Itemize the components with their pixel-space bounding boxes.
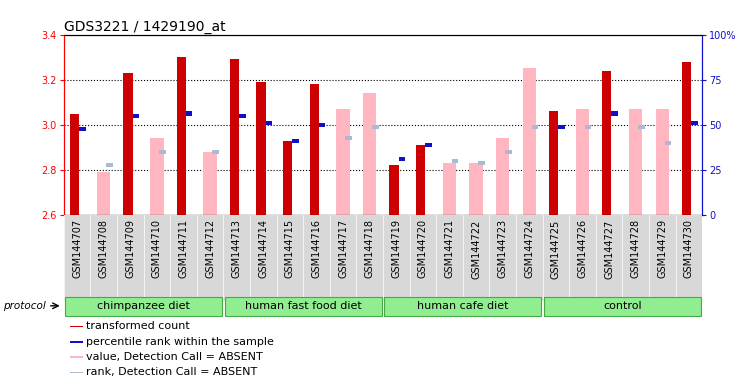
Text: GSM144720: GSM144720 xyxy=(418,219,428,278)
Bar xyxy=(97,172,110,215)
Text: GSM144725: GSM144725 xyxy=(551,219,561,279)
Bar xyxy=(106,163,113,167)
Text: GSM144730: GSM144730 xyxy=(684,219,694,278)
Bar xyxy=(691,121,698,124)
Bar xyxy=(292,139,299,142)
Bar xyxy=(239,114,246,118)
FancyBboxPatch shape xyxy=(544,297,701,316)
Text: GSM144715: GSM144715 xyxy=(285,219,295,278)
Text: GSM144728: GSM144728 xyxy=(631,219,641,278)
Text: GSM144716: GSM144716 xyxy=(312,219,321,278)
Bar xyxy=(176,57,185,215)
Bar xyxy=(452,159,458,163)
Bar xyxy=(549,111,558,215)
Bar xyxy=(523,68,536,215)
Text: GSM144719: GSM144719 xyxy=(391,219,401,278)
FancyBboxPatch shape xyxy=(385,297,541,316)
Text: GDS3221 / 1429190_at: GDS3221 / 1429190_at xyxy=(64,20,225,33)
Bar xyxy=(283,141,292,215)
Bar xyxy=(204,152,217,215)
Bar xyxy=(611,111,618,116)
Bar xyxy=(629,109,642,215)
Bar xyxy=(80,127,86,131)
Bar xyxy=(469,163,483,215)
Bar xyxy=(443,163,456,215)
Bar xyxy=(416,145,425,215)
Text: protocol: protocol xyxy=(3,301,46,311)
Bar xyxy=(230,60,239,215)
Text: GSM144727: GSM144727 xyxy=(604,219,614,279)
Bar xyxy=(71,341,83,343)
Bar xyxy=(638,125,644,129)
Bar xyxy=(213,150,219,154)
Bar xyxy=(133,114,139,118)
Text: GSM144726: GSM144726 xyxy=(578,219,587,278)
Text: GSM144721: GSM144721 xyxy=(445,219,454,278)
Text: GSM144718: GSM144718 xyxy=(365,219,375,278)
Bar xyxy=(585,125,591,129)
Bar xyxy=(656,109,669,215)
Bar xyxy=(159,150,166,154)
Text: GSM144723: GSM144723 xyxy=(498,219,508,278)
Bar xyxy=(71,356,83,358)
Text: GSM144709: GSM144709 xyxy=(125,219,135,278)
Bar xyxy=(336,109,350,215)
Bar xyxy=(71,326,83,327)
Bar xyxy=(256,82,266,215)
Bar xyxy=(389,166,399,215)
Text: human fast food diet: human fast food diet xyxy=(245,301,361,311)
Bar xyxy=(576,109,590,215)
FancyBboxPatch shape xyxy=(225,297,382,316)
Bar xyxy=(532,125,538,129)
Text: GSM144714: GSM144714 xyxy=(258,219,268,278)
Bar xyxy=(185,111,192,116)
Bar xyxy=(150,138,164,215)
Text: human cafe diet: human cafe diet xyxy=(417,301,508,311)
Text: control: control xyxy=(603,301,641,311)
Bar xyxy=(665,141,671,145)
Bar xyxy=(682,62,691,215)
Bar xyxy=(505,150,511,154)
Text: rank, Detection Call = ABSENT: rank, Detection Call = ABSENT xyxy=(86,367,258,377)
Bar xyxy=(319,123,325,127)
Bar xyxy=(425,143,432,147)
Bar xyxy=(345,136,352,141)
Bar xyxy=(363,93,376,215)
Text: GSM144729: GSM144729 xyxy=(657,219,668,278)
Text: GSM144722: GSM144722 xyxy=(471,219,481,279)
Bar xyxy=(399,157,405,161)
Text: value, Detection Call = ABSENT: value, Detection Call = ABSENT xyxy=(86,352,263,362)
Text: chimpanzee diet: chimpanzee diet xyxy=(97,301,190,311)
Bar xyxy=(71,372,83,373)
Bar xyxy=(372,125,379,129)
Text: GSM144711: GSM144711 xyxy=(179,219,189,278)
Text: percentile rank within the sample: percentile rank within the sample xyxy=(86,337,274,347)
Bar xyxy=(266,121,272,124)
Text: GSM144707: GSM144707 xyxy=(72,219,82,278)
Bar xyxy=(478,161,485,165)
Bar xyxy=(123,73,133,215)
Text: GSM144713: GSM144713 xyxy=(232,219,242,278)
Bar xyxy=(70,114,80,215)
Text: GSM144717: GSM144717 xyxy=(338,219,348,278)
Text: GSM144710: GSM144710 xyxy=(152,219,162,278)
FancyBboxPatch shape xyxy=(65,297,222,316)
Bar xyxy=(558,125,565,129)
Text: GSM144724: GSM144724 xyxy=(524,219,534,278)
Bar xyxy=(496,138,509,215)
Text: GSM144712: GSM144712 xyxy=(205,219,215,278)
Text: transformed count: transformed count xyxy=(86,321,190,331)
Text: GSM144708: GSM144708 xyxy=(98,219,109,278)
Bar xyxy=(309,84,319,215)
Bar xyxy=(602,71,611,215)
